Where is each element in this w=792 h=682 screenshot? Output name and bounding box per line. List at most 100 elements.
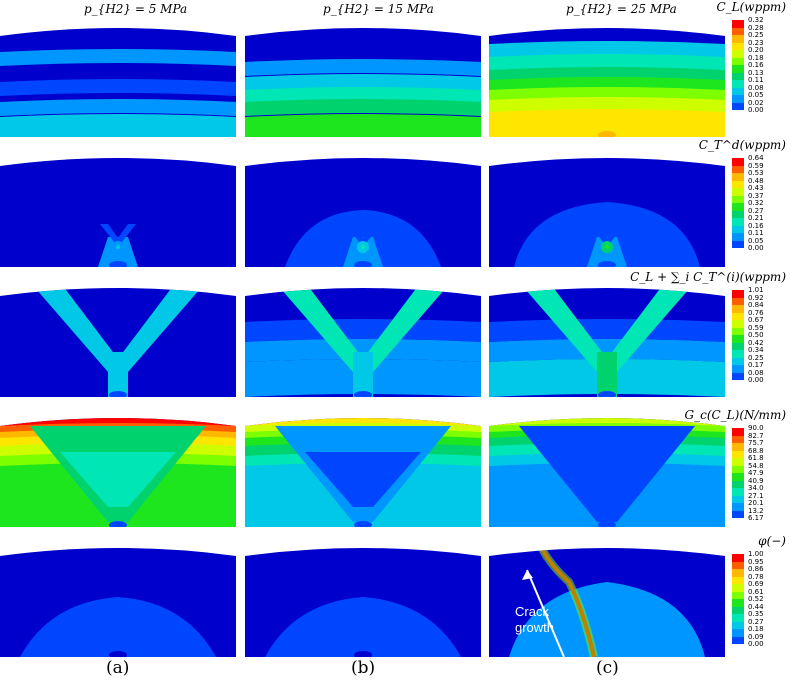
- colorbar-tick-label: 0.44: [748, 602, 764, 611]
- colorbar-tick-label: 0.25: [748, 353, 764, 362]
- colorbar-3: [732, 290, 744, 380]
- colorbar-tick-label: 0.20: [748, 46, 764, 54]
- panel-row5-col2: [245, 542, 481, 657]
- panel-row4-col3: [489, 412, 725, 527]
- colorbar-tick-label: 0.69: [748, 580, 764, 588]
- colorbar-tick-label: 0.18: [748, 53, 764, 62]
- colorbar-segment: [732, 450, 744, 458]
- colorbar-segment: [732, 225, 744, 233]
- colorbar-tick-label: 0.11: [748, 76, 764, 84]
- colorbar-tick-label: 0.11: [748, 229, 764, 237]
- colorbar-tick-label: 0.64: [748, 154, 764, 162]
- colorbar-tick-label: 0.92: [748, 293, 764, 302]
- colorbar-tick-label: 0.61: [748, 587, 764, 596]
- colorbar-tick-label: 0.23: [748, 38, 764, 47]
- colorbar-tick-label: 0.78: [748, 572, 764, 581]
- colorbar-segment: [732, 240, 744, 248]
- colorbar-tick-label: 61.8: [748, 454, 764, 462]
- colorbar-1: [732, 20, 744, 110]
- colorbar-segment: [732, 180, 744, 188]
- colorbar-segment: [732, 435, 744, 443]
- colorbar-segment: [732, 20, 744, 28]
- panel-row4-col2: [245, 412, 481, 527]
- colorbar-segment: [732, 629, 744, 637]
- colorbar-2: [732, 158, 744, 248]
- panel-row5-col3: [489, 542, 725, 657]
- colorbar-tick-label: 54.8: [748, 461, 764, 470]
- column-header-25mpa: p_{H2} = 25 MPa: [566, 2, 677, 16]
- panel-row3-col2: [245, 282, 481, 397]
- crack-label-line1: Crack: [515, 604, 549, 619]
- contour-field: [0, 288, 236, 397]
- panel-row5-col1: [0, 542, 236, 657]
- colorbar-segment: [732, 312, 744, 320]
- colorbar-tick-label: 20.1: [748, 499, 764, 507]
- colorbar-segment: [732, 290, 744, 298]
- contour-field: [489, 548, 725, 657]
- subfigure-label-a: (a): [106, 658, 130, 678]
- colorbar-segment: [732, 495, 744, 503]
- contour-field: [245, 548, 481, 657]
- panel-row3-col1: [0, 282, 236, 397]
- colorbar-segment: [732, 50, 744, 58]
- panel-row1-col1: [0, 22, 236, 137]
- colorbar-segment: [732, 342, 744, 350]
- colorbar-segment: [732, 584, 744, 592]
- colorbar-tick-label: 0.34: [748, 346, 764, 354]
- colorbar-tick-label: 0.52: [748, 595, 764, 603]
- colorbar-tick-label: 0.13: [748, 68, 764, 77]
- colorbar-segment: [732, 554, 744, 562]
- colorbar-segment: [732, 87, 744, 95]
- colorbar-tick-label: 0.17: [748, 361, 764, 369]
- colorbar-tick-label: 27.1: [748, 491, 764, 500]
- colorbar-segment: [732, 621, 744, 629]
- panel-row3-col3: [489, 282, 725, 397]
- colorbar-tick-label: 0.09: [748, 632, 764, 641]
- colorbar-segment: [732, 80, 744, 88]
- colorbar-segment: [732, 443, 744, 451]
- colorbar-segment: [732, 165, 744, 173]
- colorbar-tick-label: 0.32: [748, 16, 764, 24]
- colorbar-tick-label: 82.7: [748, 431, 764, 440]
- colorbar-segment: [732, 365, 744, 373]
- colorbar-tick-label: 0.48: [748, 176, 764, 185]
- colorbar-tick-label: 0.43: [748, 184, 764, 192]
- contour-field: [0, 158, 236, 267]
- subfigure-label-c: (c): [596, 658, 619, 678]
- colorbar-tick-label: 0.08: [748, 83, 764, 92]
- colorbar-tick-label: 0.28: [748, 23, 764, 32]
- colorbar-segment: [732, 473, 744, 481]
- colorbar-segment: [732, 591, 744, 599]
- colorbar-tick-label: 0.53: [748, 169, 764, 177]
- panel-row4-col1: [0, 412, 236, 527]
- colorbar-tick-label: 0.67: [748, 316, 764, 324]
- panel-row2-col3: [489, 152, 725, 267]
- colorbar-tick-label: 0.35: [748, 610, 764, 618]
- colorbar-tick-label: 1.01: [748, 286, 764, 294]
- colorbar-tick-label: 0.59: [748, 323, 764, 332]
- colorbar-tick-label: 0.37: [748, 191, 764, 200]
- colorbar-title-2: C_T^d(wppm): [698, 138, 786, 152]
- colorbar-tick-label: 0.18: [748, 625, 764, 633]
- colorbar-segment: [732, 210, 744, 218]
- contour-field: [245, 418, 481, 527]
- colorbar-segment: [732, 72, 744, 80]
- colorbar-tick-label: 34.0: [748, 484, 764, 492]
- colorbar-segment: [732, 561, 744, 569]
- colorbar-tick-label: 40.9: [748, 476, 764, 485]
- colorbar-segment: [732, 488, 744, 496]
- colorbar-segment: [732, 465, 744, 473]
- colorbar-tick-label: 0.95: [748, 557, 764, 566]
- contour-field: [489, 418, 725, 527]
- subfigure-label-b: (b): [351, 658, 376, 678]
- column-header-5mpa: p_{H2} = 5 MPa: [84, 2, 188, 16]
- colorbar-segment: [732, 510, 744, 518]
- colorbar-segment: [732, 203, 744, 211]
- colorbar-tick-label: 0.05: [748, 236, 764, 245]
- colorbar-segment: [732, 357, 744, 365]
- colorbar-tick-label: 13.2: [748, 506, 764, 515]
- colorbar-segment: [732, 102, 744, 110]
- colorbar-title-3: C_L + ∑_i C_T^(i)(wppm): [630, 270, 786, 284]
- colorbar-tick-label: 0.02: [748, 98, 764, 107]
- colorbar-tick-label: 0.32: [748, 199, 764, 207]
